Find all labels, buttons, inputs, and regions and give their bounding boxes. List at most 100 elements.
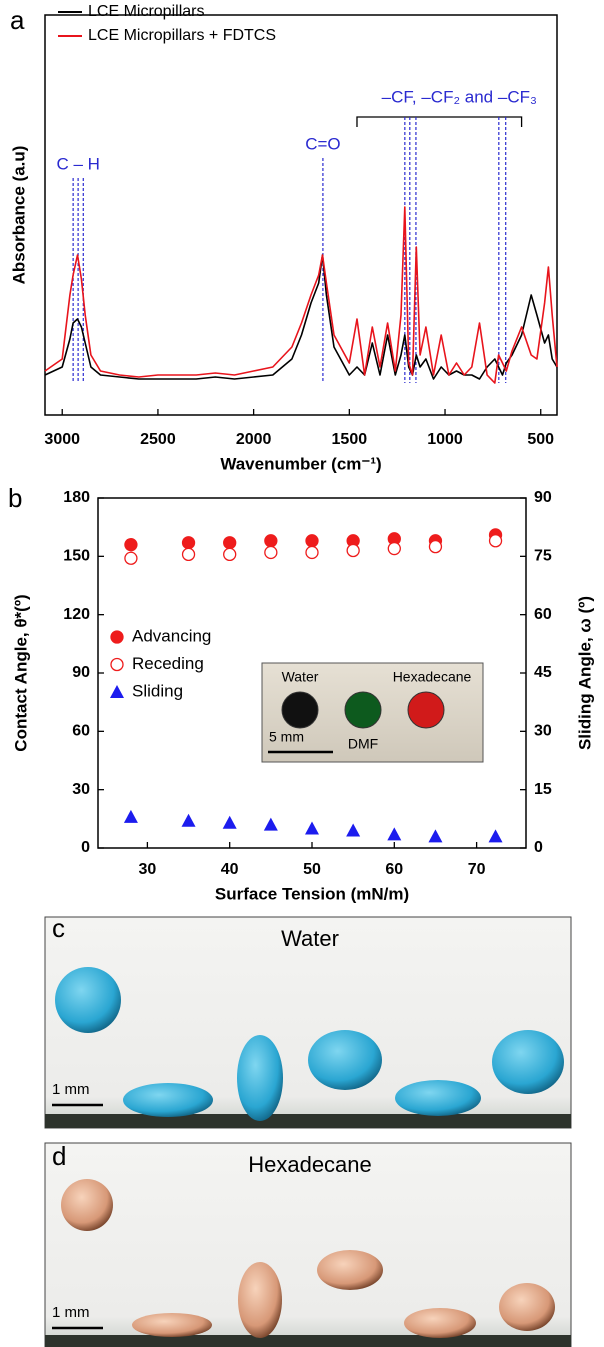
droplet bbox=[55, 967, 121, 1033]
inset-label: Water bbox=[282, 669, 319, 685]
plot-area: LCE Micropillars LCE Micropillars + FDTCS… bbox=[44, 3, 558, 416]
legend-label: Advancing bbox=[132, 626, 211, 645]
marker bbox=[263, 817, 278, 831]
annotation: C=O bbox=[305, 134, 340, 153]
marker bbox=[181, 547, 196, 562]
panel-letter: b bbox=[8, 483, 22, 513]
droplet bbox=[132, 1313, 212, 1337]
marker bbox=[305, 545, 319, 560]
y-tick-label: 120 bbox=[63, 606, 90, 623]
axes-frame bbox=[44, 14, 558, 416]
legend-label: LCE Micropillars + FDTCS bbox=[88, 27, 276, 44]
legend-marker bbox=[110, 657, 124, 672]
x-axis-title: Surface Tension (mN/m) bbox=[215, 884, 409, 903]
legend-label: Sliding bbox=[132, 681, 183, 700]
panel-letter: d bbox=[52, 1141, 66, 1171]
y-tick-label: 60 bbox=[72, 723, 90, 740]
marker bbox=[181, 536, 196, 550]
annotation: C – H bbox=[56, 154, 99, 173]
inset-label: Hexadecane bbox=[393, 669, 472, 685]
scale-bar-label: 1 mm bbox=[52, 1304, 90, 1321]
y-tick-label: 180 bbox=[63, 489, 90, 506]
droplet bbox=[499, 1283, 555, 1331]
y2-tick-label: 75 bbox=[534, 548, 552, 565]
x-tick-label: 30 bbox=[138, 861, 156, 878]
substrate bbox=[45, 1114, 571, 1128]
droplet bbox=[395, 1080, 481, 1116]
axes-frame bbox=[97, 497, 527, 849]
droplet bbox=[123, 1083, 213, 1117]
y-tick-label: 30 bbox=[72, 781, 90, 798]
y-axis-title: Absorbance (a.u) bbox=[9, 146, 28, 285]
marker bbox=[346, 823, 361, 837]
y2-axis-title: Sliding Angle, ω (º) bbox=[575, 596, 594, 750]
y2-tick-label: 45 bbox=[534, 664, 552, 681]
marker bbox=[223, 547, 237, 562]
marker bbox=[428, 829, 443, 843]
droplet bbox=[308, 1030, 382, 1090]
legend-label: Receding bbox=[132, 654, 204, 673]
marker bbox=[387, 541, 401, 556]
droplet bbox=[404, 1308, 476, 1338]
marker bbox=[428, 539, 443, 554]
photo-panel-d: d Hexadecane 1 mm bbox=[44, 1141, 572, 1347]
inset-label: DMF bbox=[348, 736, 378, 752]
marker bbox=[488, 534, 503, 548]
y2-tick-label: 60 bbox=[534, 606, 552, 623]
marker bbox=[305, 821, 319, 835]
legend-marker bbox=[110, 630, 124, 644]
marker bbox=[346, 543, 360, 558]
panel-letter: c bbox=[52, 913, 65, 943]
plot-area: Advancing Receding Sliding bbox=[97, 497, 527, 849]
droplet bbox=[492, 1030, 564, 1094]
photo-panel-c: c Water 1 mm bbox=[44, 913, 572, 1129]
legend-marker bbox=[110, 685, 124, 698]
photo-label: Water bbox=[281, 926, 339, 951]
y-tick-label: 90 bbox=[72, 664, 90, 681]
marker bbox=[222, 815, 237, 829]
y-axis-title: Contact Angle, θ*(º) bbox=[11, 594, 30, 751]
marker bbox=[181, 813, 196, 827]
x-tick-label: 60 bbox=[385, 861, 403, 878]
y-tick-label: 150 bbox=[63, 548, 90, 565]
scale-bar-label: 1 mm bbox=[52, 1081, 90, 1098]
x-tick-label: 40 bbox=[221, 861, 239, 878]
series-line bbox=[44, 254, 558, 380]
marker bbox=[305, 534, 319, 548]
y2-tick-label: 15 bbox=[534, 781, 552, 798]
y2-tick-label: 30 bbox=[534, 723, 552, 740]
droplet bbox=[317, 1250, 383, 1290]
y-tick-label: 0 bbox=[81, 839, 90, 856]
photo-frame bbox=[44, 1142, 572, 1347]
legend-label: LCE Micropillars bbox=[88, 3, 204, 20]
x-tick-label: 2500 bbox=[140, 431, 176, 448]
y2-tick-label: 90 bbox=[534, 489, 552, 506]
marker bbox=[264, 534, 278, 548]
marker bbox=[124, 551, 138, 565]
x-tick-label: 3000 bbox=[44, 431, 80, 448]
x-tick-label: 50 bbox=[303, 861, 321, 878]
x-tick-label: 2000 bbox=[236, 431, 272, 448]
substrate bbox=[45, 1335, 571, 1347]
marker bbox=[488, 829, 503, 843]
x-tick-label: 500 bbox=[527, 431, 554, 448]
x-tick-label: 70 bbox=[468, 861, 486, 878]
droplet bbox=[237, 1035, 283, 1121]
droplet bbox=[61, 1179, 113, 1231]
annotation: –CF, –CF₂ and –CF₃ bbox=[382, 87, 537, 106]
marker bbox=[387, 827, 402, 841]
marker bbox=[123, 809, 138, 823]
marker bbox=[223, 536, 237, 550]
droplet bbox=[238, 1262, 282, 1338]
scale-bar-label: 5 mm bbox=[269, 729, 304, 745]
x-axis-title: Wavenumber (cm⁻¹) bbox=[220, 454, 381, 473]
panel-letter: a bbox=[10, 5, 25, 35]
x-tick-label: 1500 bbox=[332, 431, 368, 448]
inset-photo: Water DMF Hexadecane 5 mm bbox=[261, 662, 484, 763]
droplet bbox=[407, 691, 445, 729]
photo-label: Hexadecane bbox=[248, 1152, 372, 1177]
droplet bbox=[344, 691, 382, 729]
y2-tick-label: 0 bbox=[534, 839, 543, 856]
marker bbox=[124, 538, 138, 552]
